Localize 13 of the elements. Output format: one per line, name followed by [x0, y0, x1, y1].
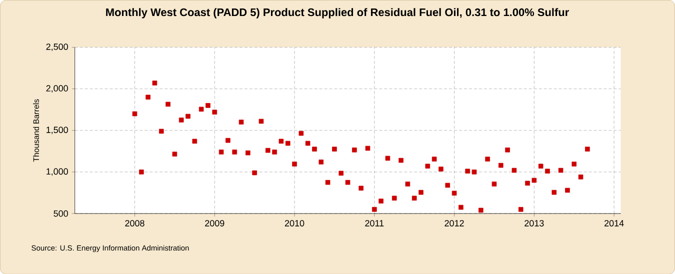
y-tick-label: 1,000 [46, 168, 68, 176]
y-tick-label: 1,500 [46, 126, 68, 134]
x-tick-label: 2012 [444, 220, 464, 226]
y-tick-label: 500 [54, 210, 68, 217]
y-tick-label: 2,000 [46, 84, 68, 92]
x-tick-label: 2009 [205, 220, 224, 226]
x-tick-label: 2010 [284, 220, 304, 226]
chart-title: Monthly West Coast (PADD 5) Product Supplied of Residual Fuel Oil, 0.31 to 1.00% Sulfur [106, 8, 569, 18]
x-tick-label: 2014 [604, 220, 624, 226]
x-tick-label: 2011 [365, 220, 384, 226]
y-tick-label: 2,500 [46, 43, 68, 51]
x-tick-label: 2013 [524, 220, 544, 226]
x-tick-label: 2008 [125, 220, 144, 226]
